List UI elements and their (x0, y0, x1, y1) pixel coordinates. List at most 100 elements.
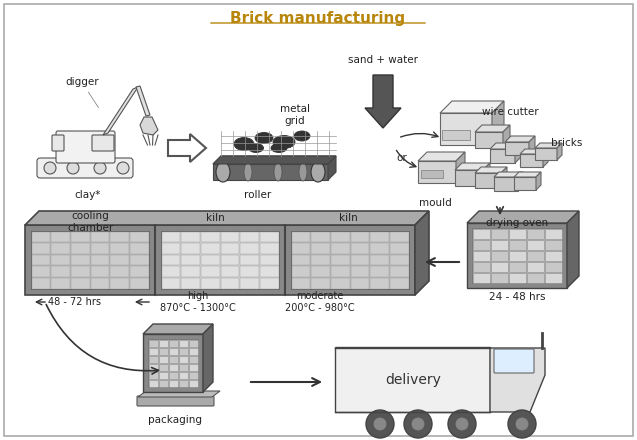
Bar (527, 228, 543, 238)
Bar (169, 371, 178, 378)
Bar (31, 266, 50, 277)
Bar (110, 266, 129, 277)
Bar (331, 231, 350, 242)
FancyBboxPatch shape (52, 135, 64, 151)
Bar (260, 255, 278, 265)
Circle shape (44, 162, 56, 174)
Bar (421, 170, 443, 178)
Polygon shape (418, 152, 465, 161)
Bar (110, 243, 129, 254)
Bar (148, 363, 157, 370)
Polygon shape (490, 348, 545, 412)
Bar (220, 243, 239, 254)
Bar (350, 255, 369, 265)
Bar (162, 231, 180, 242)
Bar (90, 231, 109, 242)
Bar (220, 231, 239, 242)
Polygon shape (518, 172, 523, 191)
Text: clay*: clay* (75, 190, 101, 200)
Circle shape (448, 410, 476, 438)
Bar (169, 340, 178, 347)
Bar (490, 239, 508, 249)
Bar (545, 228, 561, 238)
Text: delivery: delivery (385, 373, 441, 387)
Bar (178, 340, 187, 347)
Bar (331, 255, 350, 265)
Bar (508, 250, 526, 260)
Text: 48 - 72 hrs: 48 - 72 hrs (48, 297, 101, 307)
Circle shape (366, 410, 394, 438)
Polygon shape (505, 136, 535, 142)
Polygon shape (456, 152, 465, 183)
Text: or: or (397, 153, 408, 163)
Text: wire cutter: wire cutter (482, 107, 538, 117)
Bar (292, 231, 310, 242)
Bar (455, 170, 483, 186)
Polygon shape (365, 75, 401, 128)
Bar (162, 278, 180, 289)
Polygon shape (213, 156, 336, 164)
Polygon shape (455, 163, 490, 170)
Bar (201, 255, 220, 265)
Bar (181, 231, 200, 242)
Bar (335, 347, 490, 412)
Bar (350, 231, 369, 242)
Ellipse shape (274, 163, 282, 181)
Bar (370, 231, 389, 242)
Bar (370, 255, 389, 265)
Bar (71, 231, 90, 242)
Bar (467, 223, 567, 288)
Bar (370, 278, 389, 289)
Polygon shape (492, 101, 504, 145)
Bar (390, 243, 408, 254)
Ellipse shape (294, 131, 310, 141)
Circle shape (404, 410, 432, 438)
Polygon shape (140, 117, 158, 135)
Polygon shape (475, 125, 510, 132)
Bar (189, 371, 197, 378)
Bar (494, 177, 518, 191)
Bar (159, 379, 168, 386)
Bar (475, 173, 501, 188)
Bar (181, 255, 200, 265)
Bar (71, 278, 90, 289)
Bar (181, 243, 200, 254)
Ellipse shape (248, 143, 264, 153)
Bar (148, 340, 157, 347)
Bar (51, 278, 70, 289)
Bar (130, 255, 148, 265)
Bar (25, 225, 415, 295)
Bar (110, 255, 129, 265)
Bar (31, 231, 50, 242)
Bar (490, 272, 508, 282)
Bar (311, 255, 330, 265)
Bar (159, 371, 168, 378)
Bar (169, 356, 178, 363)
Ellipse shape (271, 143, 287, 153)
Bar (71, 255, 90, 265)
Bar (490, 149, 515, 163)
Polygon shape (529, 136, 535, 155)
Polygon shape (328, 156, 336, 180)
Bar (292, 266, 310, 277)
Bar (31, 243, 50, 254)
Bar (110, 231, 129, 242)
Polygon shape (535, 143, 562, 148)
Circle shape (117, 162, 129, 174)
Bar (350, 278, 369, 289)
Bar (220, 266, 239, 277)
Bar (130, 278, 148, 289)
Bar (545, 239, 561, 249)
Bar (505, 142, 529, 155)
Bar (240, 231, 259, 242)
Bar (178, 356, 187, 363)
Bar (189, 363, 197, 370)
FancyBboxPatch shape (4, 4, 633, 436)
Bar (545, 261, 561, 271)
Text: kiln: kiln (206, 213, 224, 223)
Bar (178, 371, 187, 378)
Text: drying oven: drying oven (486, 218, 548, 228)
Bar (260, 278, 278, 289)
Text: roller: roller (245, 190, 271, 200)
Bar (31, 231, 149, 289)
